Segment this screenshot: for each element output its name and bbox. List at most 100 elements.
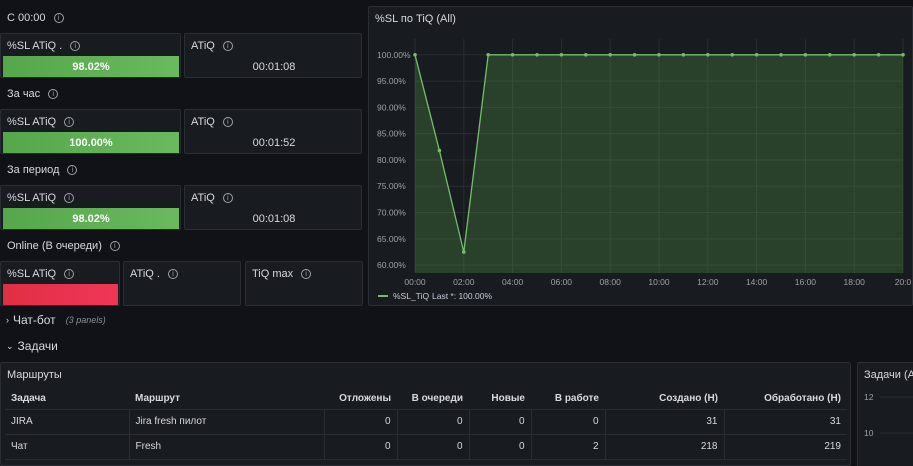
table-header-row: Задача Маршрут Отложены В очереди Новые …	[5, 389, 847, 410]
data-point[interactable]	[510, 52, 515, 57]
y-tick-label: 85.00%	[377, 129, 406, 139]
tiq-max-panel: TiQ max i	[245, 261, 363, 306]
data-point[interactable]	[901, 52, 905, 57]
panel-title: TiQ max	[252, 268, 294, 280]
panel-title: ATiQ	[191, 116, 215, 128]
data-point[interactable]	[803, 52, 808, 57]
stat-value-green: 98.02%	[3, 208, 179, 229]
data-point[interactable]	[852, 52, 856, 57]
data-point[interactable]	[706, 52, 710, 57]
data-point[interactable]	[559, 52, 564, 57]
row-online: Online (В очереди) i	[7, 240, 120, 252]
data-point[interactable]	[754, 52, 759, 57]
data-point[interactable]	[413, 52, 417, 57]
y-tick-label: 12	[864, 392, 874, 402]
data-point[interactable]	[828, 52, 832, 57]
tasks-chart[interactable]: 12 10	[858, 363, 913, 466]
row-tasks[interactable]: ⌄ Задачи	[6, 339, 58, 353]
panel-title: %SL по TiQ (All)	[375, 13, 456, 25]
legend-last: Last *: 100.00%	[432, 291, 492, 301]
x-tick-label: 06:00	[551, 277, 573, 287]
chevron-right-icon: ›	[6, 315, 9, 325]
info-icon[interactable]: i	[64, 269, 75, 279]
column-header[interactable]: Обработано (H)	[724, 389, 847, 410]
y-tick-label: 10	[864, 428, 874, 438]
data-point[interactable]	[608, 52, 612, 57]
info-icon[interactable]: i	[222, 41, 233, 51]
info-icon[interactable]: i	[109, 241, 120, 251]
data-point[interactable]	[437, 148, 442, 153]
table-row: Чат Fresh 0 0 0 2 218 219	[5, 434, 847, 460]
info-icon[interactable]: i	[301, 269, 312, 279]
info-icon[interactable]: i	[67, 165, 78, 175]
y-tick-label: 90.00%	[377, 102, 406, 112]
legend-label[interactable]: %SL_TiQ	[393, 291, 429, 301]
data-point[interactable]	[779, 52, 783, 57]
column-header[interactable]: Отложены	[324, 389, 397, 410]
row-chatbot[interactable]: › Чат-бот (3 panels)	[6, 313, 106, 327]
panel-title: Маршруты	[7, 369, 62, 381]
data-point[interactable]	[584, 52, 588, 57]
data-point[interactable]	[486, 52, 490, 57]
data-point[interactable]	[462, 250, 466, 254]
table-cell: Fresh	[129, 434, 325, 460]
panel-title: ATiQ	[191, 192, 215, 204]
table-cell: 0	[324, 409, 398, 435]
line-chart[interactable]: 100.00% 95.00% 90.00% 85.00% 80.00% 75.00% 70.…	[369, 7, 913, 307]
routes-table: Задача Маршрут Отложены В очереди Новые …	[5, 389, 847, 460]
stat-value: 00:01:08	[252, 60, 296, 73]
table-cell: 219	[724, 434, 847, 460]
table-cell: 31	[724, 409, 847, 435]
table-cell: 2	[531, 434, 606, 460]
data-point[interactable]	[681, 52, 686, 57]
tasks-chart-panel: Задачи (All 12 10	[857, 362, 913, 466]
data-point[interactable]	[657, 52, 661, 57]
row-since-midnight-label: С 00:00	[7, 12, 46, 24]
data-point[interactable]	[535, 52, 539, 57]
info-icon[interactable]: i	[64, 117, 75, 127]
sl-atiq-panel-3: %SL ATiQ i 98.02%	[0, 185, 181, 230]
column-header[interactable]: Маршрут	[129, 389, 324, 410]
table-cell: 0	[397, 434, 470, 460]
atiq-panel-3: ATiQ i 00:01:08	[184, 185, 362, 230]
data-point[interactable]	[730, 52, 734, 57]
x-tick-label: 14:00	[746, 277, 768, 287]
panel-title: %SL ATiQ	[7, 192, 57, 204]
stat-value: 00:01:08	[252, 212, 296, 225]
stat-value-red	[3, 284, 118, 305]
info-icon[interactable]: i	[167, 269, 178, 279]
table-cell: 0	[324, 434, 398, 460]
x-tick-label: 16:00	[795, 277, 817, 287]
data-point[interactable]	[876, 52, 881, 57]
table-cell: 0	[531, 409, 606, 435]
y-tick-label: 75.00%	[377, 181, 406, 191]
table-cell: Чат	[5, 434, 130, 460]
column-header[interactable]: Создано (H)	[605, 389, 724, 410]
info-icon[interactable]: i	[222, 117, 233, 127]
panel-title: %SL ATiQ .	[7, 40, 63, 52]
table-cell: 0	[397, 409, 470, 435]
row-period: За период i	[7, 164, 78, 176]
info-icon[interactable]: i	[48, 89, 59, 99]
column-header[interactable]: Задача	[5, 389, 129, 410]
info-icon[interactable]: i	[222, 193, 233, 203]
column-header[interactable]: В работе	[531, 389, 605, 410]
info-icon[interactable]: i	[70, 41, 81, 51]
table-cell: 0	[469, 434, 532, 460]
column-header[interactable]: В очереди	[397, 389, 469, 410]
table-cell: 0	[469, 409, 532, 435]
series-area	[415, 54, 903, 273]
y-tick-label: 100.00%	[377, 50, 411, 60]
x-tick-label: 10:00	[648, 277, 670, 287]
y-tick-label: 60.00%	[377, 260, 406, 270]
column-header[interactable]: Новые	[469, 389, 531, 410]
panel-title: %SL ATiQ	[7, 116, 57, 128]
row-since-midnight: С 00:00 i	[7, 12, 64, 24]
stat-value-green: 100.00%	[3, 132, 179, 153]
data-point[interactable]	[632, 52, 637, 57]
info-icon[interactable]: i	[53, 13, 64, 23]
info-icon[interactable]: i	[64, 193, 75, 203]
panel-title: ATiQ .	[130, 268, 160, 280]
sl-atiq-panel-1: %SL ATiQ . i 98.02%	[0, 33, 181, 78]
x-tick-label: 02:00	[453, 277, 475, 287]
